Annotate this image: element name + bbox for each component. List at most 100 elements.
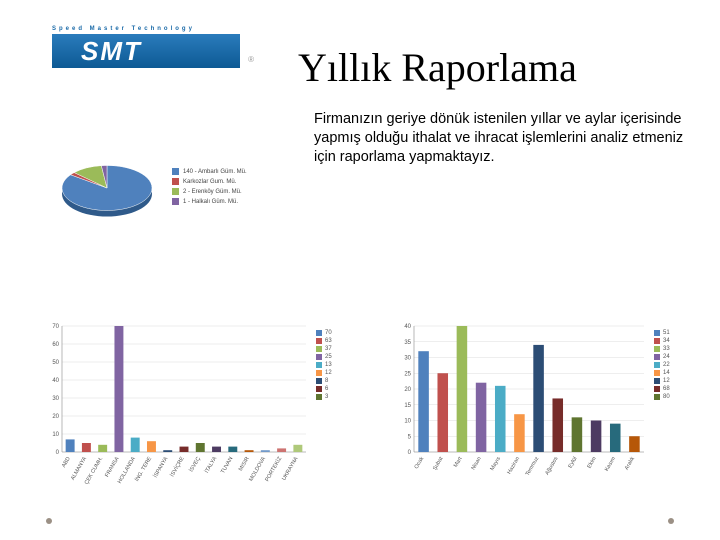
legend-swatch [654, 338, 660, 344]
legend-label: 34 [663, 338, 670, 344]
svg-text:Nisan: Nisan [471, 456, 483, 471]
svg-text:30: 30 [404, 356, 411, 362]
svg-text:Eylül: Eylül [567, 456, 578, 469]
bar [261, 450, 270, 452]
svg-text:İSVEÇ: İSVEÇ [188, 455, 202, 473]
legend-item: 3 [316, 394, 350, 400]
legend-swatch [316, 362, 322, 368]
bar [163, 450, 172, 452]
svg-text:Mart: Mart [453, 456, 464, 469]
bar [552, 398, 563, 452]
bar-chart-months: 0510152025303540OcakŞubatMartNisanMayısH… [392, 320, 688, 500]
legend-swatch [654, 386, 660, 392]
legend-label: 1 - Halkalı Güm. Mü. [183, 199, 238, 205]
legend-item: 12 [316, 370, 350, 376]
legend-label: Karkozlar Gum. Mü. [183, 179, 236, 185]
pie-legend-item: 1 - Halkalı Güm. Mü. [172, 198, 247, 205]
legend-label: 63 [325, 338, 332, 344]
svg-text:40: 40 [404, 324, 411, 330]
legend-item: 12 [654, 378, 688, 384]
bar [114, 326, 123, 452]
legend-label: 33 [663, 346, 670, 352]
bar [180, 447, 189, 452]
legend-label: 24 [663, 354, 670, 360]
bar [514, 414, 525, 452]
svg-text:30: 30 [52, 396, 59, 402]
bar [533, 345, 544, 452]
legend-item: 34 [654, 338, 688, 344]
legend-item: 14 [654, 370, 688, 376]
svg-text:TUVAN: TUVAN [220, 456, 234, 475]
legend-label: 70 [325, 330, 332, 336]
svg-text:5: 5 [408, 434, 412, 440]
bar [591, 421, 602, 453]
legend-swatch [654, 354, 660, 360]
legend-item: 22 [654, 362, 688, 368]
svg-text:20: 20 [404, 387, 411, 393]
page-title: Yıllık Raporlama [298, 44, 577, 91]
legend-item: 37 [316, 346, 350, 352]
bar [245, 450, 254, 452]
bar [228, 447, 237, 452]
legend-label: 8 [325, 378, 328, 384]
bar-chart-countries: 010203040506070ABDALMANYAÇEK CUMH.FRANSA… [40, 320, 350, 500]
legend-label: 12 [325, 370, 332, 376]
legend-item: 33 [654, 346, 688, 352]
legend-swatch [316, 370, 322, 376]
legend-swatch [654, 378, 660, 384]
bar [98, 445, 107, 452]
svg-text:ABD: ABD [61, 456, 72, 469]
svg-text:Ekim: Ekim [587, 456, 599, 470]
bar [495, 386, 506, 452]
legend-item: 70 [316, 330, 350, 336]
svg-text:15: 15 [404, 403, 411, 409]
legend-label: 80 [663, 394, 670, 400]
svg-text:35: 35 [404, 340, 411, 346]
svg-text:Şubat: Şubat [432, 456, 445, 472]
svg-text:Mayıs: Mayıs [489, 456, 502, 472]
svg-text:0: 0 [408, 450, 412, 456]
pie-chart [52, 133, 162, 243]
svg-text:İSVİÇRE: İSVİÇRE [169, 455, 186, 478]
logo-tagline: Speed Master Technology [52, 26, 242, 32]
logo-bar: SMT ® [52, 34, 240, 68]
legend-swatch [654, 394, 660, 400]
svg-text:İTALYA: İTALYA [203, 455, 218, 474]
legend-item: 25 [316, 354, 350, 360]
legend-swatch [316, 354, 322, 360]
logo-text: SMT [81, 36, 142, 66]
legend-swatch [316, 330, 322, 336]
svg-text:Haziran: Haziran [506, 456, 521, 475]
legend-swatch [654, 370, 660, 376]
legend-label: 25 [325, 354, 332, 360]
legend-label: 12 [663, 378, 670, 384]
legend-label: 37 [325, 346, 332, 352]
legend-label: 3 [325, 394, 328, 400]
pie-legend: 140 - Ambarlı Güm. Mü. Karkozlar Gum. Mü.… [172, 168, 247, 208]
legend-swatch [172, 198, 179, 205]
svg-text:25: 25 [404, 371, 411, 377]
legend-swatch [316, 394, 322, 400]
bar-chart-countries-legend: 706337251312863 [316, 330, 350, 402]
bar [418, 351, 429, 452]
body-paragraph: Firmanızın geriye dönük istenilen yıllar… [314, 110, 684, 167]
bar [277, 448, 286, 452]
legend-label: 13 [325, 362, 332, 368]
legend-swatch [316, 386, 322, 392]
svg-text:Temmuz: Temmuz [525, 456, 541, 477]
legend-swatch [654, 330, 660, 336]
legend-swatch [316, 378, 322, 384]
bar [82, 443, 91, 452]
legend-label: 68 [663, 386, 670, 392]
legend-label: 51 [663, 330, 670, 336]
legend-item: 68 [654, 386, 688, 392]
legend-label: 14 [663, 370, 670, 376]
legend-swatch [316, 346, 322, 352]
legend-label: 140 - Ambarlı Güm. Mü. [183, 169, 247, 175]
legend-item: 6 [316, 386, 350, 392]
svg-text:50: 50 [52, 360, 59, 366]
legend-swatch [172, 178, 179, 185]
legend-swatch [172, 168, 179, 175]
pie-legend-item: 2 - Erenköy Güm. Mü. [172, 188, 247, 195]
bar [572, 417, 583, 452]
